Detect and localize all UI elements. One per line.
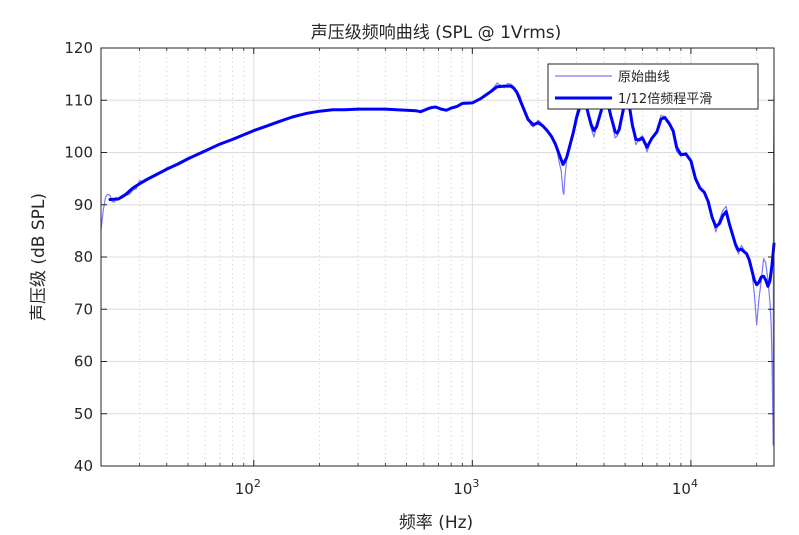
y-tick-label: 110 <box>64 91 93 109</box>
y-tick-label: 50 <box>74 405 93 423</box>
x-tick-label: 104 <box>672 477 698 498</box>
y-tick-labels: 40 50 60 70 80 90 100 110 120 <box>64 39 93 475</box>
legend: 原始曲线 1/12倍频程平滑 <box>547 63 759 110</box>
legend-label-smoothed: 1/12倍频程平滑 <box>618 92 712 107</box>
x-tick-label: 103 <box>453 477 479 498</box>
y-tick-label: 40 <box>74 457 93 475</box>
y-tick-label: 120 <box>64 39 93 57</box>
y-tick-label: 90 <box>74 196 93 214</box>
x-tick-labels: 102 103 104 <box>235 477 698 498</box>
chart-title: 声压级频响曲线 (SPL @ 1Vrms) <box>311 23 562 43</box>
y-tick-label: 70 <box>74 300 93 318</box>
legend-label-raw: 原始曲线 <box>618 70 670 85</box>
y-tick-label: 60 <box>74 353 93 371</box>
tick-marks <box>100 47 774 467</box>
y-tick-label: 100 <box>64 144 93 162</box>
y-tick-label: 80 <box>74 248 93 266</box>
y-axis-title: 声压级 (dB SPL) <box>29 193 49 321</box>
x-tick-label: 102 <box>235 477 261 498</box>
legend-box <box>547 63 759 110</box>
x-axis-title: 频率 (Hz) <box>399 513 473 533</box>
